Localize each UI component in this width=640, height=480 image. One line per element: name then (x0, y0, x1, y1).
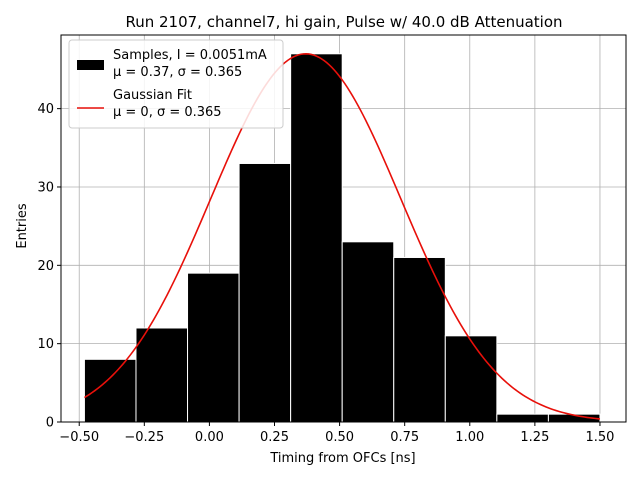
x-tick-label: −0.50 (59, 430, 99, 445)
x-axis-label: Timing from OFCs [ns] (269, 451, 415, 466)
x-tick-label: 0.25 (260, 430, 289, 445)
x-tick-label: 0.75 (390, 430, 419, 445)
x-tick-label: −0.25 (124, 430, 164, 445)
y-axis-ticks: 0 10 20 30 40 (37, 102, 61, 431)
histogram-bar (187, 272, 240, 423)
histogram-bar (290, 53, 343, 423)
chart-title: Run 2107, channel7, hi gain, Pulse w/ 40… (125, 13, 562, 31)
x-tick-label: 1.25 (520, 430, 549, 445)
histogram-bar (83, 358, 137, 423)
legend-fit-label: Gaussian Fit (113, 88, 192, 103)
histogram-bars (83, 53, 601, 423)
y-tick-label: 10 (37, 337, 54, 352)
histogram-bar (444, 335, 498, 423)
histogram-bar (238, 162, 292, 423)
y-tick-label: 30 (37, 180, 54, 195)
histogram-bar (496, 413, 549, 423)
legend-samples-label: Samples, I = 0.0051mA (113, 48, 267, 63)
legend-samples-stats: μ = 0.37, σ = 0.365 (113, 65, 242, 80)
histogram-bar (341, 241, 395, 423)
legend-samples-swatch (77, 60, 104, 70)
y-tick-label: 0 (46, 416, 54, 431)
histogram-bar (393, 256, 446, 423)
gaussian-fit-curve (84, 52, 601, 420)
y-tick-label: 40 (37, 102, 54, 117)
x-tick-label: 1.00 (455, 430, 484, 445)
plot-frame (60, 34, 627, 423)
y-tick-label: 20 (37, 259, 54, 274)
y-axis-label: Entries (15, 203, 30, 249)
x-tick-label: 0.00 (195, 430, 224, 445)
x-tick-label: 0.50 (325, 430, 354, 445)
legend: Samples, I = 0.0051mA μ = 0.37, σ = 0.36… (68, 39, 284, 129)
x-tick-label: 1.50 (585, 430, 614, 445)
legend-fit-stats: μ = 0, σ = 0.365 (113, 105, 222, 120)
histogram-bar (135, 327, 189, 423)
x-axis-ticks: −0.50 −0.25 0.00 0.25 0.50 0.75 1.00 1.25 1.50 (59, 422, 614, 445)
legend-box (68, 39, 284, 129)
